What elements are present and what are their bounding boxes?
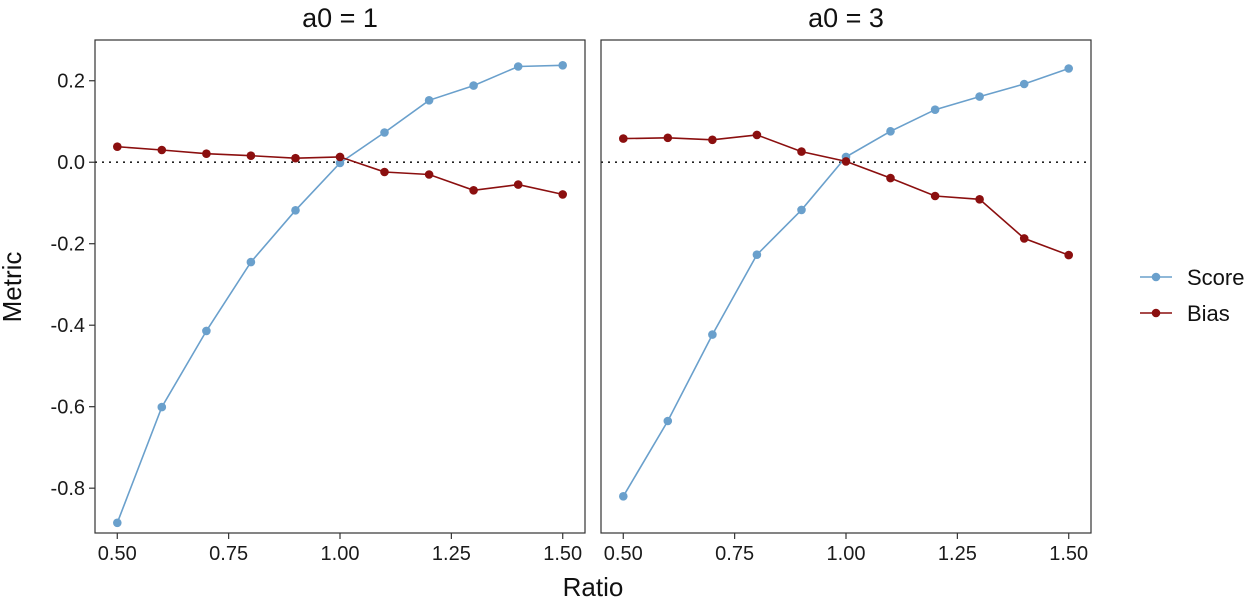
bias-data-point <box>513 180 523 189</box>
legend: Score Bias <box>1140 265 1244 326</box>
panel-title: a0 = 1 <box>302 3 378 33</box>
x-tick-label: 0.75 <box>209 543 248 565</box>
bias-data-point <box>663 133 673 143</box>
x-tick-label: 0.50 <box>604 543 643 565</box>
bias-data-point <box>424 170 434 179</box>
x-tick-label: 0.75 <box>715 543 754 565</box>
bias-data-point <box>380 167 389 177</box>
score-data-point <box>469 81 478 90</box>
y-tick-label: -0.6 <box>51 397 85 419</box>
panel-2: a0 = 3 0.50 0.75 1.00 1.25 1.50 <box>600 3 1092 565</box>
bias-data-point <box>157 145 167 155</box>
bias-data-point <box>752 130 762 140</box>
bias-data-point <box>619 134 628 143</box>
score-data-point <box>513 62 523 71</box>
bias-data-point <box>1064 250 1073 260</box>
legend-bias-key-point <box>1151 308 1161 318</box>
x-tick-label: 1.25 <box>432 543 471 565</box>
bias-data-point <box>113 142 122 151</box>
y-tick-label: -0.4 <box>51 315 85 337</box>
score-data-point <box>113 518 122 528</box>
bias-data-point <box>886 173 895 183</box>
bias-data-point <box>708 135 717 145</box>
score-data-point <box>157 402 167 412</box>
bias-data-point <box>1019 234 1029 243</box>
legend-score-label: Score <box>1187 265 1244 290</box>
score-data-point <box>930 105 940 114</box>
panel-frame <box>94 39 586 534</box>
x-tick-label: 1.00 <box>321 543 360 565</box>
panel-1: a0 = 1 0.50 0.75 1.00 1.25 1.50 0.2 0.0 -0.2 -0.4… <box>51 3 586 565</box>
bias-data-point <box>291 153 300 163</box>
bias-data-point <box>841 157 851 166</box>
x-tick-label: 1.50 <box>1049 543 1088 565</box>
bias-data-point <box>975 195 984 204</box>
bias-data-point <box>558 190 567 199</box>
score-data-point <box>202 326 211 336</box>
bias-data-point <box>469 186 478 195</box>
score-data-point <box>975 92 984 101</box>
y-axis-title: Metric <box>0 252 27 323</box>
score-data-point <box>1019 79 1029 89</box>
score-data-point <box>797 205 806 215</box>
score-data-point <box>335 158 345 168</box>
score-data-point <box>380 128 389 137</box>
legend-score-key-point <box>1151 272 1161 282</box>
bias-data-point <box>202 149 211 158</box>
score-data-point <box>424 96 434 105</box>
y-tick-label: 0.0 <box>57 152 85 174</box>
x-tick-label: 1.00 <box>827 543 866 565</box>
score-data-point <box>558 61 567 70</box>
score-data-point <box>886 127 895 136</box>
bias-data-point <box>246 151 256 160</box>
score-data-point <box>291 206 300 215</box>
score-data-point <box>708 330 717 339</box>
x-axis-title: Ratio <box>563 572 624 599</box>
score-data-point <box>619 492 628 501</box>
x-tick-label: 1.50 <box>543 543 582 565</box>
legend-bias-label: Bias <box>1187 301 1230 326</box>
bias-data-point <box>930 191 940 201</box>
x-tick-label: 1.25 <box>938 543 977 565</box>
x-tick-label: 0.50 <box>98 543 137 565</box>
score-data-point <box>1064 64 1073 73</box>
panel-title: a0 = 3 <box>808 3 884 33</box>
score-data-point <box>752 250 762 259</box>
y-tick-label: -0.2 <box>51 234 85 256</box>
y-tick-label: -0.8 <box>51 478 85 500</box>
score-data-point <box>246 257 256 267</box>
bias-data-point <box>797 147 806 156</box>
bias-data-point <box>335 152 345 162</box>
panel-frame <box>600 39 1092 534</box>
score-data-point <box>663 416 673 426</box>
y-tick-label: 0.2 <box>57 71 85 93</box>
